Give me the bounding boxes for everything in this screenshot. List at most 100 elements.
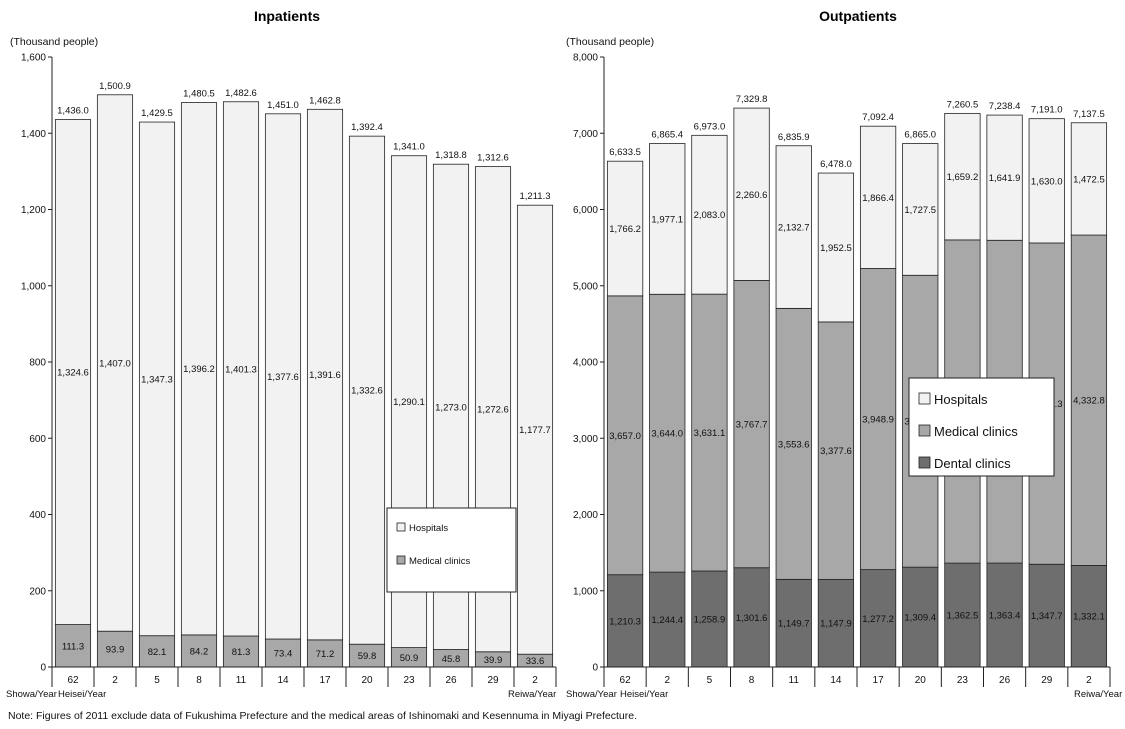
inpatients-legend-label-medical-clinics: Medical clinics [409,556,470,567]
inpatients-chart-svg: Inpatients (Thousand people) 0 200 400 600 800… [6,8,557,700]
inpatients-label-hospitals: 1,290.1 [393,397,425,408]
inpatients-y-tick-label: 800 [29,358,46,369]
inpatients-label-hospitals: 1,396.2 [183,364,215,375]
inpatients-label-hospitals: 1,377.6 [267,372,299,383]
outpatients-label-hospitals: 1,952.5 [820,243,852,254]
outpatients-label-hospitals: 2,132.7 [778,223,810,234]
inpatients-label-medical-clinics: 111.3 [62,641,84,652]
outpatients-total-label: 6,973.0 [694,121,726,132]
outpatients-y-tick-label: 4,000 [573,358,598,369]
outpatients-y-tick-label: 6,000 [573,205,598,216]
outpatients-bar-dental-clinics [944,562,981,668]
inpatients-label-medical-clinics: 59.8 [358,651,377,662]
inpatients-legend-swatch-medical-clinics [396,555,406,565]
outpatients-label-hospitals: 2,260.6 [736,190,768,201]
inpatients-label-medical-clinics: 45.8 [442,654,461,665]
inpatients-label-medical-clinics: 81.3 [232,647,251,658]
outpatients-bar-hospitals [859,125,897,269]
outpatients-label-hospitals: 1,641.9 [989,173,1021,184]
outpatients-bar-hospitals [1070,122,1108,236]
inpatients-era-label-showa: Showa/Year [6,689,57,700]
outpatients-bar-medical-clinics [817,321,855,580]
inpatients-x-tick-label: 62 [67,675,79,686]
inpatients-total-label: 1,318.8 [435,150,467,161]
inpatients-label-hospitals: 1,401.3 [225,364,257,375]
inpatients-y-tick-label: 1,200 [21,205,46,216]
inpatients-bar-hospitals [264,113,302,640]
outpatients-y-tick-label: 2,000 [573,510,598,521]
inpatients-y-tick-label: 400 [29,510,46,521]
outpatients-legend-label-medical-clinics: Medical clinics [934,424,1018,439]
outpatients-bar-dental-clinics [859,569,897,668]
outpatients-bar-dental-clinics [1028,563,1065,668]
outpatients-label-dental-clinics: 1,244.4 [651,615,683,626]
inpatients-label-hospitals: 1,324.6 [57,368,89,379]
outpatients-label-medical-clinics: 3,767.7 [736,420,768,431]
outpatients-y-tick-label: 7,000 [573,129,598,140]
outpatients-total-label: 7,191.0 [1031,105,1063,116]
inpatients-legend-label-hospitals: Hospitals [409,523,448,534]
outpatients-label-dental-clinics: 1,258.9 [694,615,726,626]
outpatients-label-hospitals: 1,630.0 [1031,176,1063,187]
inpatients-bar-hospitals [306,108,344,641]
outpatients-label-dental-clinics: 1,210.3 [609,616,641,627]
outpatients-bar-medical-clinics [775,307,812,580]
inpatients-label-medical-clinics: 84.2 [190,646,209,657]
outpatients-label-hospitals: 2,083.0 [694,210,726,221]
inpatients-x-tick-label: 2 [532,675,538,686]
outpatients-label-hospitals: 1,866.4 [862,193,894,204]
outpatients-label-medical-clinics: 3,377.6 [820,446,852,457]
outpatients-chart: Outpatients (Thousand people) 0 1,000 2,000 3… [562,0,1125,706]
outpatients-bar-hospitals [606,160,644,297]
inpatients-label-medical-clinics: 33.6 [526,656,545,667]
outpatients-bar-dental-clinics [986,562,1023,668]
outpatients-bar-hospitals [691,134,728,295]
outpatients-label-medical-clinics: 4,332.8 [1073,396,1105,407]
outpatients-bar-hospitals [986,114,1023,241]
outpatients-bar-dental-clinics [1070,565,1108,668]
inpatients-y-tick-label: 1,400 [21,129,46,140]
inpatients-total-label: 1,312.6 [477,153,509,164]
inpatients-bar-hospitals [96,94,134,632]
inpatients-total-label: 1,211.3 [520,191,551,202]
inpatients-label-medical-clinics: 93.9 [106,645,125,656]
inpatients-label-hospitals: 1,347.3 [141,374,173,385]
inpatients-x-tick-label: 23 [403,675,415,686]
outpatients-x-tick-label: 29 [1041,675,1053,686]
outpatients-total-label: 7,092.4 [862,112,894,123]
inpatients-total-label: 1,341.0 [393,142,425,153]
outpatients-bar-hospitals [944,112,981,241]
outpatients-label-dental-clinics: 1,309.4 [904,613,936,624]
outpatients-x-tick-label: 20 [915,675,927,686]
inpatients-label-medical-clinics: 71.2 [316,649,335,660]
outpatients-label-dental-clinics: 1,332.1 [1073,612,1105,623]
outpatients-total-label: 6,865.0 [904,130,936,141]
inpatients-label-medical-clinics: 82.1 [148,647,167,658]
outpatients-unit-label: (Thousand people) [566,36,654,48]
inpatients-y-tick-label: 200 [29,586,46,597]
inpatients-x-tick-label: 8 [196,675,202,686]
inpatients-bar-hospitals [180,102,218,636]
outpatients-era-label-reiwa: Reiwa/Year [1074,689,1122,700]
inpatients-x-tick-label: 17 [319,675,331,686]
outpatients-bar-dental-clinics [902,566,939,668]
outpatients-chart-title: Outpatients [819,8,897,24]
outpatients-x-tick-label: 5 [707,675,713,686]
outpatients-bar-hospitals [775,145,812,309]
outpatients-total-label: 7,260.5 [947,99,979,110]
outpatients-label-hospitals: 1,977.1 [651,214,683,225]
inpatients-label-hospitals: 1,332.6 [351,386,383,397]
outpatients-x-tick-label: 2 [1086,675,1092,686]
outpatients-legend-label-dental-clinics: Dental clinics [934,456,1011,471]
inpatients-total-label: 1,436.0 [57,106,89,117]
inpatients-total-label: 1,480.5 [183,89,215,100]
footnote: Note: Figures of 2011 exclude data of Fu… [8,710,637,722]
inpatients-total-label: 1,429.5 [141,108,173,119]
outpatients-label-dental-clinics: 1,149.7 [778,619,810,630]
outpatients-legend [908,377,1055,477]
outpatients-legend-label-hospitals: Hospitals [934,392,988,407]
outpatients-chart-svg: Outpatients (Thousand people) 0 1,000 2,000 3… [566,8,1122,700]
outpatients-bar-dental-clinics [733,567,770,668]
outpatients-legend-swatch-hospitals [918,392,931,405]
outpatients-era-label-showa: Showa/Year [566,689,617,700]
